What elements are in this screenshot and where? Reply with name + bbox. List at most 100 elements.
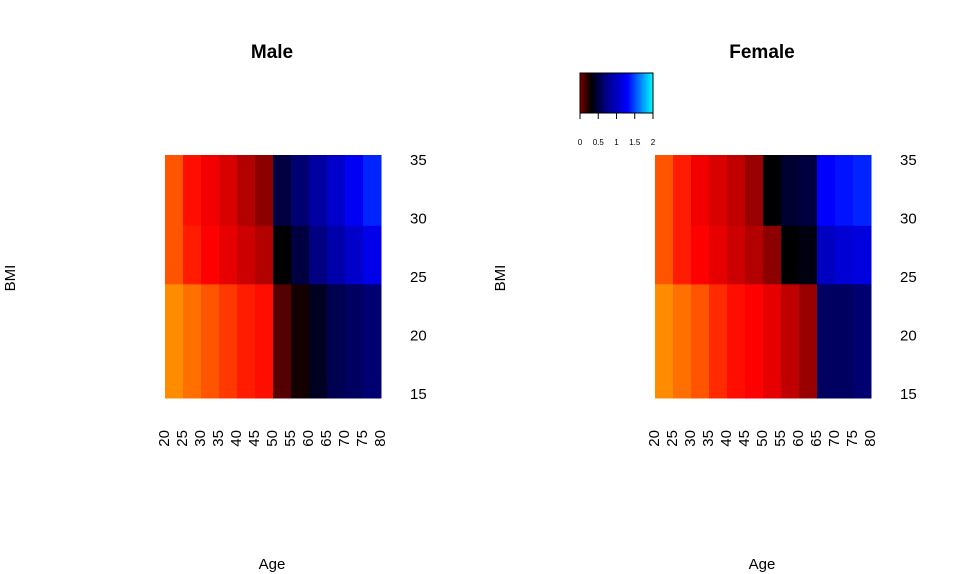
heatmap-cell bbox=[817, 155, 836, 226]
heatmap-cell bbox=[799, 155, 818, 226]
colorbar-swatch bbox=[583, 73, 586, 113]
heatmap-cell bbox=[309, 155, 328, 226]
colorbar-swatch bbox=[604, 73, 607, 113]
colorbar-swatch bbox=[617, 73, 620, 113]
colorbar-swatch bbox=[610, 73, 613, 113]
colorbar-swatch bbox=[582, 73, 585, 113]
colorbar-swatch bbox=[644, 73, 647, 113]
heatmap-cell bbox=[745, 155, 764, 226]
heatmap-cell bbox=[709, 155, 728, 226]
colorbar-swatch bbox=[589, 73, 592, 113]
heatmap-cell bbox=[781, 283, 800, 399]
x-tick-label: 20 bbox=[156, 430, 173, 447]
x-tick-label: 25 bbox=[174, 430, 191, 447]
colorbar-swatch bbox=[620, 73, 622, 113]
x-tick-label: 40 bbox=[718, 430, 735, 447]
colorbar-swatch bbox=[642, 73, 644, 113]
heatmap-cell bbox=[183, 155, 202, 226]
colorbar-swatch bbox=[649, 73, 652, 113]
colorbar-swatch bbox=[635, 73, 638, 113]
heatmap-cell bbox=[255, 225, 274, 285]
x-axis-label: Age bbox=[749, 556, 776, 573]
x-tick-label: 55 bbox=[282, 430, 299, 447]
heatmap-cell bbox=[345, 225, 364, 285]
y-tick-label: 20 bbox=[900, 327, 917, 344]
heatmap-cell bbox=[799, 283, 818, 399]
colorbar-swatch bbox=[633, 73, 636, 113]
colorbar-swatch bbox=[599, 73, 602, 113]
colorbar-swatch bbox=[611, 73, 614, 113]
heatmap-cell bbox=[835, 155, 854, 226]
heatmap-cell bbox=[727, 155, 746, 226]
heatmap-cell bbox=[781, 155, 800, 226]
x-tick-label: 80 bbox=[862, 430, 879, 447]
colorbar-swatch bbox=[586, 73, 588, 113]
heatmap-cell bbox=[237, 283, 256, 399]
heatmap-cell bbox=[165, 225, 184, 285]
heatmap-cell bbox=[673, 155, 692, 226]
chart-title: Male bbox=[251, 42, 293, 63]
heatmap-cell bbox=[291, 155, 310, 226]
colorbar-swatch bbox=[609, 73, 611, 113]
colorbar-swatch bbox=[622, 73, 625, 113]
x-tick-label: 65 bbox=[808, 430, 825, 447]
x-tick-label: 50 bbox=[754, 430, 771, 447]
colorbar-swatch bbox=[584, 73, 587, 113]
heatmap-cell bbox=[291, 225, 310, 285]
colorbar-swatch bbox=[640, 73, 643, 113]
heatmap-cell bbox=[183, 225, 202, 285]
colorbar-swatch bbox=[639, 73, 642, 113]
x-tick-label: 30 bbox=[192, 430, 209, 447]
heatmap-cell bbox=[691, 225, 710, 285]
heatmap-cell bbox=[219, 225, 238, 285]
y-tick-label: 35 bbox=[410, 152, 427, 169]
x-axis-label: Age bbox=[259, 556, 286, 573]
x-tick-label: 60 bbox=[790, 430, 807, 447]
heatmap-cell bbox=[255, 283, 274, 399]
colorbar-swatch bbox=[598, 73, 600, 113]
x-tick-label: 45 bbox=[736, 430, 753, 447]
colorbar-swatch bbox=[623, 73, 626, 113]
colorbar-swatch bbox=[614, 73, 616, 113]
heatmap-cell bbox=[763, 283, 782, 399]
colorbar-swatch bbox=[601, 73, 604, 113]
heatmap-cell bbox=[835, 225, 854, 285]
heatmap-cell bbox=[655, 155, 674, 226]
heatmap-cell bbox=[799, 225, 818, 285]
heatmap-cell bbox=[655, 225, 674, 285]
heatmap-cell bbox=[673, 225, 692, 285]
y-axis-label: BMI bbox=[492, 265, 509, 292]
colorbar-swatch bbox=[588, 73, 591, 113]
heatmap-cell bbox=[201, 283, 220, 399]
heatmap-cell bbox=[327, 283, 346, 399]
heatmap-cell bbox=[165, 283, 184, 399]
heatmap-cell bbox=[763, 155, 782, 226]
colorbar-swatch bbox=[629, 73, 632, 113]
colorbar-swatch bbox=[594, 73, 597, 113]
x-tick-label: 75 bbox=[844, 430, 861, 447]
heatmap-cell bbox=[817, 225, 836, 285]
heatmap-cell bbox=[219, 155, 238, 226]
heatmap-cell bbox=[727, 283, 746, 399]
heatmap-cell bbox=[655, 283, 674, 399]
heatmap-cell bbox=[817, 283, 836, 399]
y-tick-label: 25 bbox=[900, 269, 917, 286]
heatmap-cell bbox=[745, 225, 764, 285]
heatmap-cell bbox=[853, 225, 872, 285]
x-tick-label: 60 bbox=[300, 430, 317, 447]
heatmap-cell bbox=[363, 225, 382, 285]
heatmap-cell bbox=[201, 225, 220, 285]
heatmap-cell bbox=[345, 155, 364, 226]
x-tick-label: 35 bbox=[700, 430, 717, 447]
heatmap-cell bbox=[237, 155, 256, 226]
heatmap-cell bbox=[291, 283, 310, 399]
heatmap-cell bbox=[273, 225, 292, 285]
colorbar-swatch bbox=[634, 73, 637, 113]
x-tick-label: 80 bbox=[372, 430, 389, 447]
colorbar-swatch bbox=[650, 73, 653, 113]
colorbar-swatch bbox=[590, 73, 593, 113]
colorbar-swatch bbox=[616, 73, 619, 113]
heatmap-cell bbox=[273, 283, 292, 399]
heatmap-cell bbox=[853, 155, 872, 226]
